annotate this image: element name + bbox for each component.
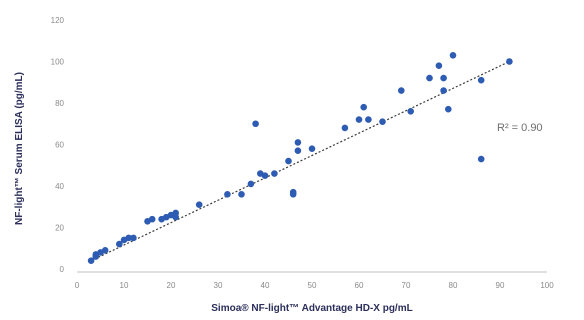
data-point	[195, 201, 203, 208]
data-point	[125, 234, 132, 242]
data-point	[308, 145, 316, 152]
y-tick-label: 40	[55, 182, 64, 191]
data-point	[440, 87, 447, 94]
x-tick-label: 10	[120, 281, 129, 290]
x-tick-label: 0	[75, 281, 80, 290]
data-point	[285, 157, 292, 165]
data-point	[238, 191, 245, 198]
x-tick-label: 60	[355, 281, 364, 290]
x-tick-label: 50	[308, 281, 317, 290]
x-tick-label: 70	[402, 281, 411, 290]
data-points	[87, 51, 513, 265]
data-point	[148, 215, 156, 223]
x-tick-label: 40	[261, 281, 270, 290]
data-point	[435, 62, 443, 69]
trendline	[90, 60, 510, 262]
x-tick-labels: 0 10 20 30 40 50 60 70 80 90 100	[75, 281, 554, 290]
data-point	[360, 103, 368, 111]
data-point	[440, 74, 447, 82]
y-tick-label: 80	[55, 99, 64, 108]
y-tick-label: 100	[51, 58, 65, 67]
data-point	[87, 257, 95, 265]
data-point	[130, 234, 137, 242]
data-point	[101, 247, 109, 254]
data-point	[506, 58, 513, 65]
data-point	[116, 240, 123, 248]
r-squared-annotation: R² = 0.90	[497, 122, 543, 134]
data-point	[477, 155, 485, 163]
data-point	[224, 191, 231, 198]
data-point	[398, 87, 405, 94]
x-tick-label: 90	[496, 281, 505, 290]
y-axis-title: NF-light™ Serum ELISA (pg/mL)	[14, 72, 25, 225]
data-point	[379, 118, 386, 125]
data-point	[172, 213, 179, 221]
y-tick-labels: 0 20 40 60 80 100 120	[51, 16, 65, 274]
data-point	[341, 124, 349, 132]
x-tick-label: 20	[167, 281, 176, 290]
x-axis-title: Simoa® NF-light™ Advantage HD-X pg/mL	[211, 303, 412, 314]
data-point	[445, 105, 452, 113]
y-tick-label: 120	[51, 16, 65, 25]
x-tick-label: 80	[449, 281, 458, 290]
data-point	[252, 120, 259, 128]
y-tick-label: 20	[55, 224, 64, 233]
data-point	[261, 172, 269, 179]
data-point	[294, 147, 302, 155]
data-point	[294, 139, 302, 146]
data-point	[247, 180, 255, 188]
data-point	[355, 116, 363, 123]
data-point	[271, 170, 278, 177]
data-point	[407, 108, 415, 115]
data-point	[365, 116, 372, 123]
x-tick-label: 30	[214, 281, 223, 290]
data-point	[449, 51, 457, 59]
data-point	[426, 74, 433, 82]
x-tick-label: 100	[540, 281, 554, 290]
y-tick-label: 60	[55, 141, 64, 150]
y-tick-label: 0	[60, 265, 65, 274]
data-point	[477, 76, 485, 84]
data-point	[289, 191, 297, 198]
